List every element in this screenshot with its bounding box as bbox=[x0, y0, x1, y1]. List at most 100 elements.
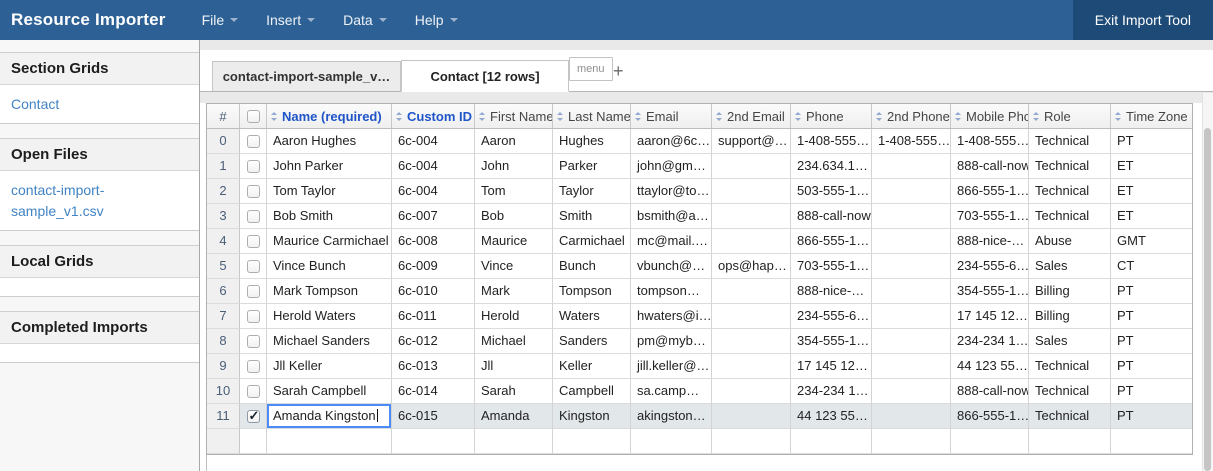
grid-cell[interactable]: mc@mail.… bbox=[631, 229, 712, 254]
grid-cell[interactable]: 866-555-1… bbox=[951, 179, 1029, 204]
grid-cell[interactable] bbox=[951, 429, 1029, 454]
row-number[interactable]: 9 bbox=[207, 354, 240, 379]
grid-cell[interactable]: aaron@6c… bbox=[631, 129, 712, 154]
row-number[interactable]: 3 bbox=[207, 204, 240, 229]
grid-cell[interactable]: Bunch bbox=[553, 254, 631, 279]
menu-file[interactable]: File bbox=[188, 0, 253, 40]
column-header-first-name[interactable]: First Name bbox=[475, 104, 553, 128]
grid-cell[interactable] bbox=[631, 429, 712, 454]
grid-cell[interactable]: 17 145 12… bbox=[791, 354, 872, 379]
grid-cell[interactable] bbox=[712, 429, 791, 454]
grid-cell[interactable]: Aaron bbox=[475, 129, 553, 154]
grid-cell[interactable]: 44 123 55… bbox=[791, 404, 872, 429]
grid-cell[interactable]: Sanders bbox=[553, 329, 631, 354]
row-checkbox[interactable] bbox=[246, 259, 260, 273]
grid-cell[interactable]: Mark bbox=[475, 279, 553, 304]
grid-cell[interactable] bbox=[712, 204, 791, 229]
grid-cell[interactable] bbox=[872, 379, 951, 404]
grid-cell[interactable]: 6c-014 bbox=[392, 379, 475, 404]
grid-cell[interactable] bbox=[872, 404, 951, 429]
grid-cell[interactable]: Technical bbox=[1029, 379, 1111, 404]
row-checkbox[interactable] bbox=[246, 309, 260, 323]
grid-cell[interactable]: Carmichael bbox=[553, 229, 631, 254]
row-checkbox[interactable] bbox=[246, 408, 260, 424]
row-number[interactable]: 10 bbox=[207, 379, 240, 404]
grid-cell[interactable]: Jll bbox=[475, 354, 553, 379]
grid-cell[interactable]: support@… bbox=[712, 129, 791, 154]
row-number[interactable] bbox=[207, 429, 240, 454]
grid-cell[interactable]: 234-555-6… bbox=[951, 254, 1029, 279]
grid-cell[interactable]: 888-nice-… bbox=[791, 279, 872, 304]
grid-cell[interactable]: Jll Keller bbox=[267, 354, 392, 379]
grid-menu-button[interactable]: menu bbox=[569, 57, 613, 81]
grid-cell[interactable]: Abuse bbox=[1029, 229, 1111, 254]
grid-cell[interactable]: Technical bbox=[1029, 204, 1111, 229]
grid-cell[interactable]: 6c-004 bbox=[392, 179, 475, 204]
grid-cell[interactable]: Technical bbox=[1029, 129, 1111, 154]
grid-cell[interactable] bbox=[712, 379, 791, 404]
menu-data[interactable]: Data bbox=[329, 0, 401, 40]
grid-cell[interactable]: John Parker bbox=[267, 154, 392, 179]
column-header-role[interactable]: Role bbox=[1029, 104, 1111, 128]
column-header-last-name[interactable]: Last Name bbox=[553, 104, 631, 128]
grid-cell[interactable] bbox=[712, 354, 791, 379]
column-header-2nd-email[interactable]: 2nd Email bbox=[712, 104, 791, 128]
grid-cell[interactable]: 503-555-1… bbox=[791, 179, 872, 204]
row-number[interactable]: 2 bbox=[207, 179, 240, 204]
grid-cell[interactable]: Campbell bbox=[553, 379, 631, 404]
grid-cell[interactable] bbox=[712, 404, 791, 429]
grid-cell[interactable]: Technical bbox=[1029, 404, 1111, 429]
grid-cell[interactable]: Keller bbox=[553, 354, 631, 379]
grid-cell[interactable] bbox=[392, 429, 475, 454]
grid-cell[interactable]: Taylor bbox=[553, 179, 631, 204]
grid-cell[interactable]: 354-555-1… bbox=[951, 279, 1029, 304]
grid-cell[interactable]: Herold bbox=[475, 304, 553, 329]
grid-cell[interactable]: 6c-004 bbox=[392, 129, 475, 154]
grid-cell[interactable] bbox=[872, 254, 951, 279]
column-header-2nd-phone[interactable]: 2nd Phone bbox=[872, 104, 951, 128]
grid-cell[interactable]: 354-555-1… bbox=[791, 329, 872, 354]
contact-link[interactable]: Contact bbox=[11, 96, 60, 112]
grid-cell[interactable]: 234-555-6… bbox=[791, 304, 872, 329]
grid-cell[interactable] bbox=[712, 154, 791, 179]
add-tab-button[interactable]: + bbox=[613, 61, 624, 81]
column-header-email[interactable]: Email bbox=[631, 104, 712, 128]
column-header-mobile-phone[interactable]: Mobile Pho bbox=[951, 104, 1029, 128]
grid-cell[interactable]: Billing bbox=[1029, 279, 1111, 304]
row-checkbox[interactable] bbox=[246, 284, 260, 298]
grid-cell[interactable]: vbunch@… bbox=[631, 254, 712, 279]
grid-cell[interactable]: 1-408-555… bbox=[872, 129, 951, 154]
grid-cell[interactable]: ET bbox=[1111, 154, 1192, 179]
grid-cell[interactable]: Maurice Carmichael bbox=[267, 229, 392, 254]
grid-cell[interactable]: 234.634.1… bbox=[791, 154, 872, 179]
grid-cell[interactable] bbox=[872, 179, 951, 204]
grid-cell[interactable] bbox=[475, 429, 553, 454]
grid-cell[interactable] bbox=[872, 354, 951, 379]
grid-cell[interactable]: hwaters@i… bbox=[631, 304, 712, 329]
column-header-phone[interactable]: Phone bbox=[791, 104, 872, 128]
menu-insert[interactable]: Insert bbox=[252, 0, 329, 40]
grid-cell[interactable] bbox=[1029, 429, 1111, 454]
grid-cell[interactable]: Amanda Kingston bbox=[267, 404, 392, 429]
grid-cell[interactable] bbox=[872, 429, 951, 454]
grid-cell[interactable]: Tom Taylor bbox=[267, 179, 392, 204]
grid-cell[interactable]: Parker bbox=[553, 154, 631, 179]
grid-cell[interactable]: Mark Tompson bbox=[267, 279, 392, 304]
grid-cell[interactable]: tompson… bbox=[631, 279, 712, 304]
grid-cell[interactable]: Amanda bbox=[475, 404, 553, 429]
grid-cell[interactable]: Bob Smith bbox=[267, 204, 392, 229]
row-checkbox[interactable] bbox=[246, 359, 260, 373]
grid-cell[interactable]: Smith bbox=[553, 204, 631, 229]
grid-cell[interactable]: ttaylor@to… bbox=[631, 179, 712, 204]
grid-cell[interactable]: 888-call-now bbox=[951, 379, 1029, 404]
grid-cell[interactable]: Technical bbox=[1029, 179, 1111, 204]
grid-cell[interactable] bbox=[1111, 429, 1192, 454]
grid-cell[interactable]: Sarah bbox=[475, 379, 553, 404]
grid-cell[interactable]: Waters bbox=[553, 304, 631, 329]
scrollbar-thumb[interactable] bbox=[1204, 128, 1211, 471]
select-all-checkbox[interactable] bbox=[246, 109, 260, 123]
grid-cell[interactable]: bsmith@a… bbox=[631, 204, 712, 229]
grid-cell[interactable]: Herold Waters bbox=[267, 304, 392, 329]
grid-cell[interactable]: John bbox=[475, 154, 553, 179]
grid-cell[interactable]: akingston… bbox=[631, 404, 712, 429]
